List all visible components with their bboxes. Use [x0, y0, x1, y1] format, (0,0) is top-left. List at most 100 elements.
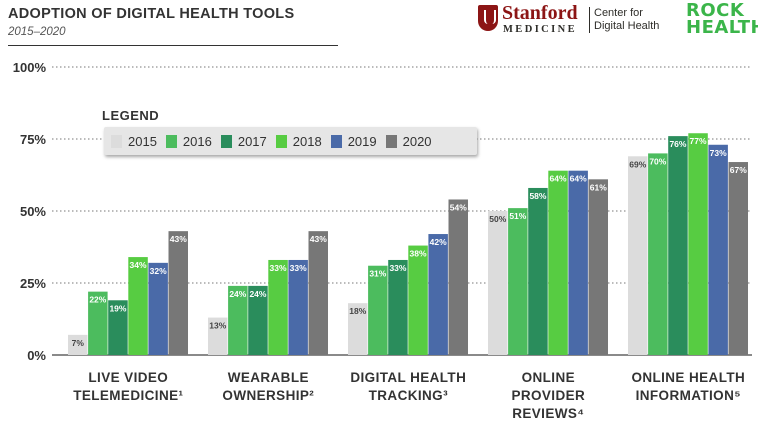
bar [708, 144, 728, 355]
legend-label: 2015 [128, 133, 157, 149]
bar [728, 162, 748, 355]
chart-title: ADOPTION OF DIGITAL HEALTH TOOLS [8, 6, 295, 22]
y-tick-label: 50% [20, 204, 46, 219]
medicine-wordmark: MEDICINE [503, 24, 578, 35]
rock-line-2: HEALTH [686, 17, 758, 38]
bar [588, 179, 608, 355]
center-digital-health-logo: Center for Digital Health [594, 7, 659, 33]
bar [648, 153, 668, 355]
y-tick-label: 0% [27, 348, 46, 363]
x-category-label: LIVE VIDEO [88, 370, 168, 385]
bar [528, 187, 548, 355]
stanford-wordmark: Stanford [502, 2, 578, 24]
bar-value-label: 33% [270, 263, 287, 273]
bar-value-label: 43% [170, 234, 187, 244]
logo-divider [589, 7, 590, 33]
chart-subtitle: 2015–2020 [8, 26, 66, 38]
rock-line-1: ROCK [686, 0, 745, 21]
y-tick-label: 100% [13, 60, 47, 75]
stanford-shield-icon [478, 5, 498, 31]
bar [668, 136, 688, 355]
bar-value-label: 24% [249, 289, 266, 299]
bar-value-label: 73% [710, 148, 727, 158]
legend-swatch [330, 134, 342, 148]
legend-swatch [385, 134, 397, 148]
legend-label: 2017 [237, 133, 267, 149]
x-category-label: INFORMATION⁵ [636, 388, 741, 403]
bar-value-label: 61% [590, 182, 607, 192]
bar [108, 300, 128, 355]
x-category-label: OWNERSHIP² [222, 388, 314, 403]
rock-health-logo: ROCK HEALTH [686, 0, 758, 38]
legend-item: 2015 [111, 134, 157, 149]
title-divider [8, 45, 338, 46]
bar [368, 265, 388, 355]
bar-value-label: 7% [72, 338, 85, 348]
bar [408, 245, 428, 355]
y-tick-label: 75% [20, 132, 46, 147]
bar [148, 262, 168, 355]
bar-value-label: 38% [410, 249, 427, 259]
legend-title: LEGEND [102, 108, 160, 123]
legend-item: 2019 [330, 134, 377, 149]
bar [228, 285, 248, 355]
x-category-label: REVIEWS⁴ [512, 406, 584, 421]
bar [388, 259, 408, 355]
bar-value-label: 58% [529, 191, 546, 201]
bar-value-label: 67% [730, 165, 747, 175]
bar [348, 303, 368, 355]
stanford-logo: Stanford MEDICINE Center for Digital Hea… [478, 2, 668, 36]
x-category-label: PROVIDER [511, 388, 585, 403]
bar-value-label: 22% [89, 295, 106, 305]
bar-value-label: 64% [550, 174, 567, 184]
bar-value-label: 50% [489, 214, 506, 224]
bar-value-label: 42% [430, 237, 447, 247]
bar [88, 291, 108, 355]
legend-swatch [111, 134, 122, 148]
x-category-label: ONLINE HEALTH [631, 370, 745, 385]
bar [488, 211, 508, 355]
bar-value-label: 19% [109, 303, 126, 313]
bar-value-label: 69% [629, 159, 646, 169]
x-category-label: WEARABLE [228, 370, 309, 385]
bar-value-label: 43% [310, 234, 327, 244]
bar-value-label: 77% [690, 136, 707, 146]
bar-value-label: 51% [509, 211, 526, 221]
bar [68, 334, 88, 355]
legend-item: 2016 [165, 134, 212, 149]
x-category-label: DIGITAL HEALTH [350, 370, 466, 385]
bar-value-label: 33% [290, 263, 307, 273]
bar [628, 156, 648, 355]
bar-value-label: 54% [450, 202, 467, 212]
bar [428, 234, 448, 355]
bar [308, 231, 328, 355]
bar [208, 317, 228, 355]
legend: 2015 2016 2017 2018 2019 2020 [104, 127, 477, 155]
bar-value-label: 76% [669, 139, 686, 149]
bar-value-label: 13% [209, 321, 226, 331]
bar-value-label: 18% [349, 306, 366, 316]
center-line-2: Digital Health [594, 20, 660, 32]
bar [288, 259, 308, 355]
bar-value-label: 31% [369, 269, 386, 279]
legend-swatch [165, 134, 177, 148]
bar [448, 199, 468, 355]
bar [268, 259, 288, 355]
bar-value-label: 64% [570, 174, 587, 184]
x-category-label: TELEMEDICINE¹ [73, 388, 183, 403]
bar [688, 133, 708, 355]
bar-value-label: 33% [389, 263, 406, 273]
legend-item: 2017 [220, 133, 267, 149]
bar-value-label: 24% [229, 289, 246, 299]
bar [508, 208, 528, 355]
legend-item: 2018 [275, 133, 322, 149]
bar-value-label: 34% [130, 260, 147, 270]
center-line-1: Center for [594, 7, 643, 19]
x-category-label: TRACKING³ [369, 388, 448, 403]
bar [568, 170, 588, 355]
x-category-label: ONLINE [522, 370, 575, 385]
legend-label: 2018 [292, 133, 322, 149]
legend-item: 2020 [385, 133, 432, 149]
legend-label: 2020 [402, 133, 432, 149]
